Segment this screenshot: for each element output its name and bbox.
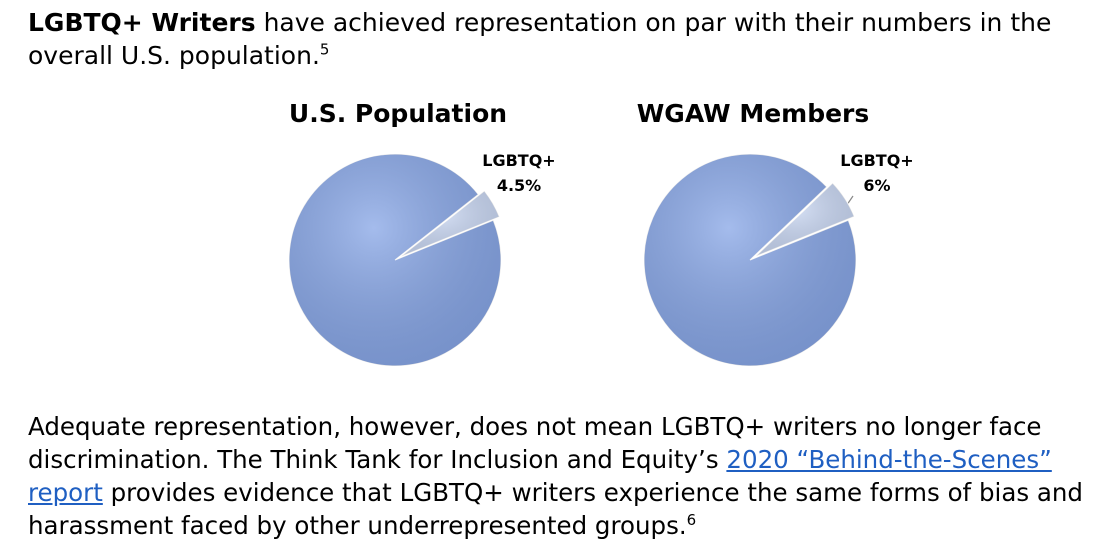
heading-text: have achieved representation on par with…	[28, 8, 1052, 70]
paragraph-text: provides evidence that LGBTQ+ writers ex…	[28, 478, 1083, 540]
chart-title: U.S. Population	[289, 99, 507, 128]
footnote-ref: 6	[686, 510, 697, 529]
heading: LGBTQ+ Writers have achieved representat…	[28, 6, 1088, 72]
footnote-ref: 5	[319, 40, 330, 59]
slice-shade	[755, 183, 855, 257]
slice-value-label: 6%	[863, 176, 890, 195]
heading-bold: LGBTQ+ Writers	[28, 8, 256, 37]
paragraph-text: Adequate representation, however, does n…	[28, 412, 1042, 474]
paragraph: Adequate representation, however, does n…	[28, 410, 1108, 542]
slice-label: LGBTQ+	[840, 151, 913, 170]
report-link[interactable]: 2020 “Behind-the-Scenes” report	[28, 445, 1052, 507]
slice-shade	[401, 190, 500, 257]
slice-label: LGBTQ+	[482, 151, 555, 170]
charts: U.S. Population LGBTQ+ 4.5% WGAW Members LGB…	[288, 99, 914, 367]
slice-shade	[644, 154, 856, 367]
slice-value-label: 4.5%	[497, 176, 541, 195]
slice-shade	[289, 153, 502, 366]
chart-title: WGAW Members	[637, 99, 870, 128]
